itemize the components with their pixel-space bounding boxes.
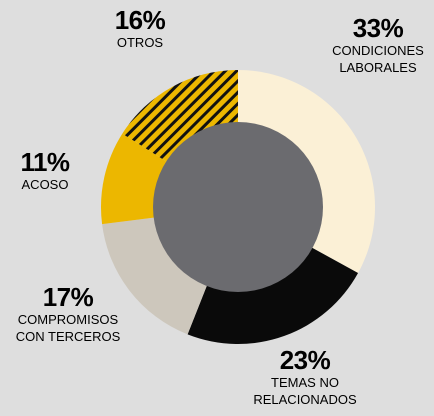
category-label: COMPROMISOS CON TERCEROS (15, 312, 121, 344)
value-label: 16% (114, 5, 166, 35)
category-label: OTROS (116, 35, 164, 50)
category-label: TEMAS NO RELACIONADOS (253, 375, 357, 407)
value-label: 17% (42, 282, 94, 312)
label: 33% CONDICIONES LABORALES (323, 14, 433, 76)
label: 23% TEMAS NO RELACIONADOS (250, 346, 360, 408)
value-label: 23% (279, 345, 331, 375)
category-label: CONDICIONES LABORALES (332, 43, 424, 75)
value-label: 33% (352, 13, 404, 43)
value-label: 11% (20, 147, 70, 177)
donut-center (153, 122, 323, 292)
label: 17% COMPROMISOS CON TERCEROS (8, 283, 128, 345)
label: 11% ACOSO (5, 148, 85, 193)
category-label: ACOSO (21, 177, 69, 192)
label: 16% OTROS (100, 6, 180, 51)
